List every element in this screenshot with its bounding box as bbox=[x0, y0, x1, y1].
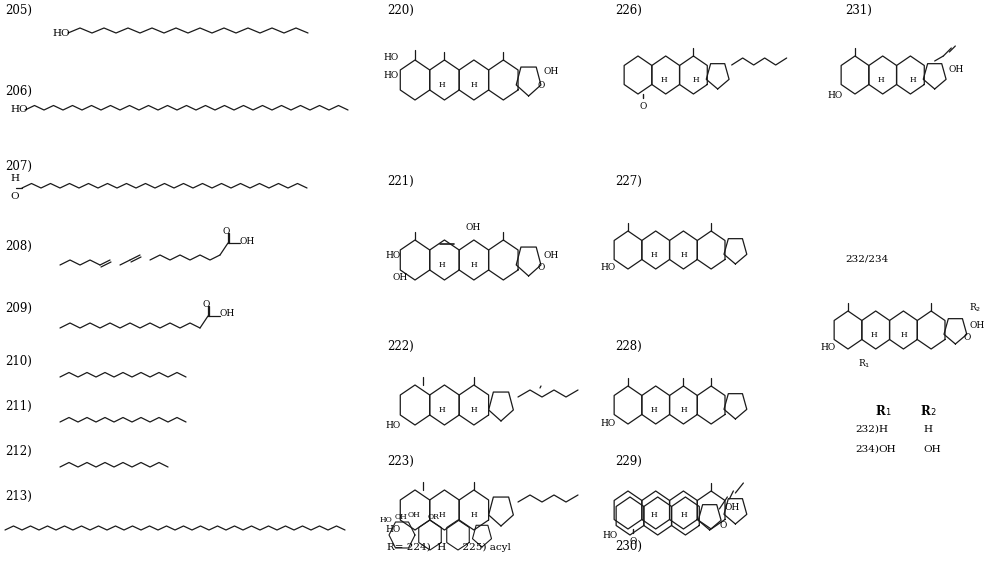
Text: 209): 209) bbox=[5, 302, 32, 315]
Text: OH: OH bbox=[465, 223, 480, 233]
Text: H: H bbox=[650, 406, 656, 414]
Text: H: H bbox=[437, 261, 444, 269]
Text: 223): 223) bbox=[386, 455, 413, 468]
Text: H: H bbox=[870, 331, 877, 339]
Text: H: H bbox=[660, 76, 666, 84]
Text: 226): 226) bbox=[615, 4, 641, 17]
Text: 231): 231) bbox=[845, 4, 871, 17]
Text: 206): 206) bbox=[5, 85, 32, 98]
Text: H: H bbox=[878, 425, 886, 434]
Text: O: O bbox=[629, 537, 636, 546]
Text: OH: OH bbox=[948, 66, 963, 74]
Text: HO: HO bbox=[826, 90, 842, 100]
Text: H: H bbox=[650, 511, 656, 519]
Text: OH: OH bbox=[969, 320, 984, 329]
Text: H: H bbox=[470, 261, 476, 269]
Text: OH: OH bbox=[392, 274, 408, 282]
Text: R: R bbox=[875, 405, 884, 418]
Text: OH: OH bbox=[220, 309, 235, 319]
Text: OR: OR bbox=[427, 513, 439, 521]
Text: $_2$: $_2$ bbox=[929, 405, 936, 418]
Text: OH: OH bbox=[543, 67, 559, 77]
Text: O: O bbox=[537, 263, 545, 272]
Text: 228): 228) bbox=[615, 340, 641, 353]
Text: O: O bbox=[10, 192, 19, 201]
Text: O: O bbox=[963, 334, 970, 343]
Text: H: H bbox=[437, 406, 444, 414]
Text: HO: HO bbox=[602, 532, 617, 540]
Text: H: H bbox=[437, 511, 444, 519]
Text: 229): 229) bbox=[615, 455, 641, 468]
Text: 222): 222) bbox=[386, 340, 413, 353]
Text: 213): 213) bbox=[5, 490, 32, 503]
Text: OH: OH bbox=[878, 445, 895, 454]
Text: OH: OH bbox=[922, 445, 940, 454]
Text: O: O bbox=[719, 521, 726, 530]
Text: 207): 207) bbox=[5, 160, 32, 173]
Text: R= 224)  H     225) acyl: R= 224) H 225) acyl bbox=[386, 543, 511, 552]
Text: 220): 220) bbox=[386, 4, 413, 17]
Text: 232): 232) bbox=[855, 425, 878, 434]
Text: $_1$: $_1$ bbox=[884, 405, 891, 418]
Text: O: O bbox=[203, 300, 211, 309]
Text: OH: OH bbox=[543, 251, 559, 260]
Text: 230): 230) bbox=[615, 540, 641, 553]
Text: H: H bbox=[437, 81, 444, 89]
Text: 208): 208) bbox=[5, 240, 32, 253]
Text: R$_2$: R$_2$ bbox=[969, 302, 981, 314]
Text: H: H bbox=[470, 406, 476, 414]
Text: HO: HO bbox=[52, 28, 69, 37]
Text: 221): 221) bbox=[386, 175, 413, 188]
Text: HO: HO bbox=[600, 419, 615, 427]
Text: H: H bbox=[908, 76, 915, 84]
Text: H: H bbox=[470, 511, 476, 519]
Text: HO: HO bbox=[384, 420, 400, 430]
Text: 232/234: 232/234 bbox=[845, 255, 888, 264]
Text: HO: HO bbox=[10, 105, 28, 115]
Text: HO: HO bbox=[382, 70, 398, 79]
Text: 227): 227) bbox=[615, 175, 641, 188]
Text: R: R bbox=[919, 405, 929, 418]
Text: H: H bbox=[691, 76, 698, 84]
Text: 210): 210) bbox=[5, 355, 32, 368]
Text: H: H bbox=[877, 76, 884, 84]
Text: H: H bbox=[900, 331, 906, 339]
Text: 211): 211) bbox=[5, 400, 32, 413]
Text: 234): 234) bbox=[855, 445, 878, 454]
Text: OH: OH bbox=[394, 513, 407, 521]
Text: HO: HO bbox=[382, 54, 398, 63]
Text: 205): 205) bbox=[5, 4, 32, 17]
Text: HO: HO bbox=[819, 343, 834, 353]
Text: H: H bbox=[10, 174, 19, 183]
Text: H: H bbox=[650, 251, 656, 259]
Text: O: O bbox=[639, 102, 646, 111]
Text: HO: HO bbox=[600, 263, 615, 272]
Text: H: H bbox=[470, 81, 476, 89]
Text: H: H bbox=[679, 251, 686, 259]
Text: OH: OH bbox=[407, 511, 420, 519]
Text: H: H bbox=[679, 511, 686, 519]
Text: O: O bbox=[537, 81, 545, 90]
Text: R$_1$: R$_1$ bbox=[858, 357, 870, 369]
Text: O: O bbox=[223, 227, 230, 236]
Text: HO: HO bbox=[384, 251, 400, 260]
Text: 212): 212) bbox=[5, 445, 32, 458]
Text: OH: OH bbox=[724, 503, 739, 513]
Text: HO: HO bbox=[379, 516, 392, 524]
Text: OH: OH bbox=[240, 237, 255, 245]
Text: H: H bbox=[679, 406, 686, 414]
Text: H: H bbox=[922, 425, 931, 434]
Text: HO: HO bbox=[384, 525, 400, 535]
